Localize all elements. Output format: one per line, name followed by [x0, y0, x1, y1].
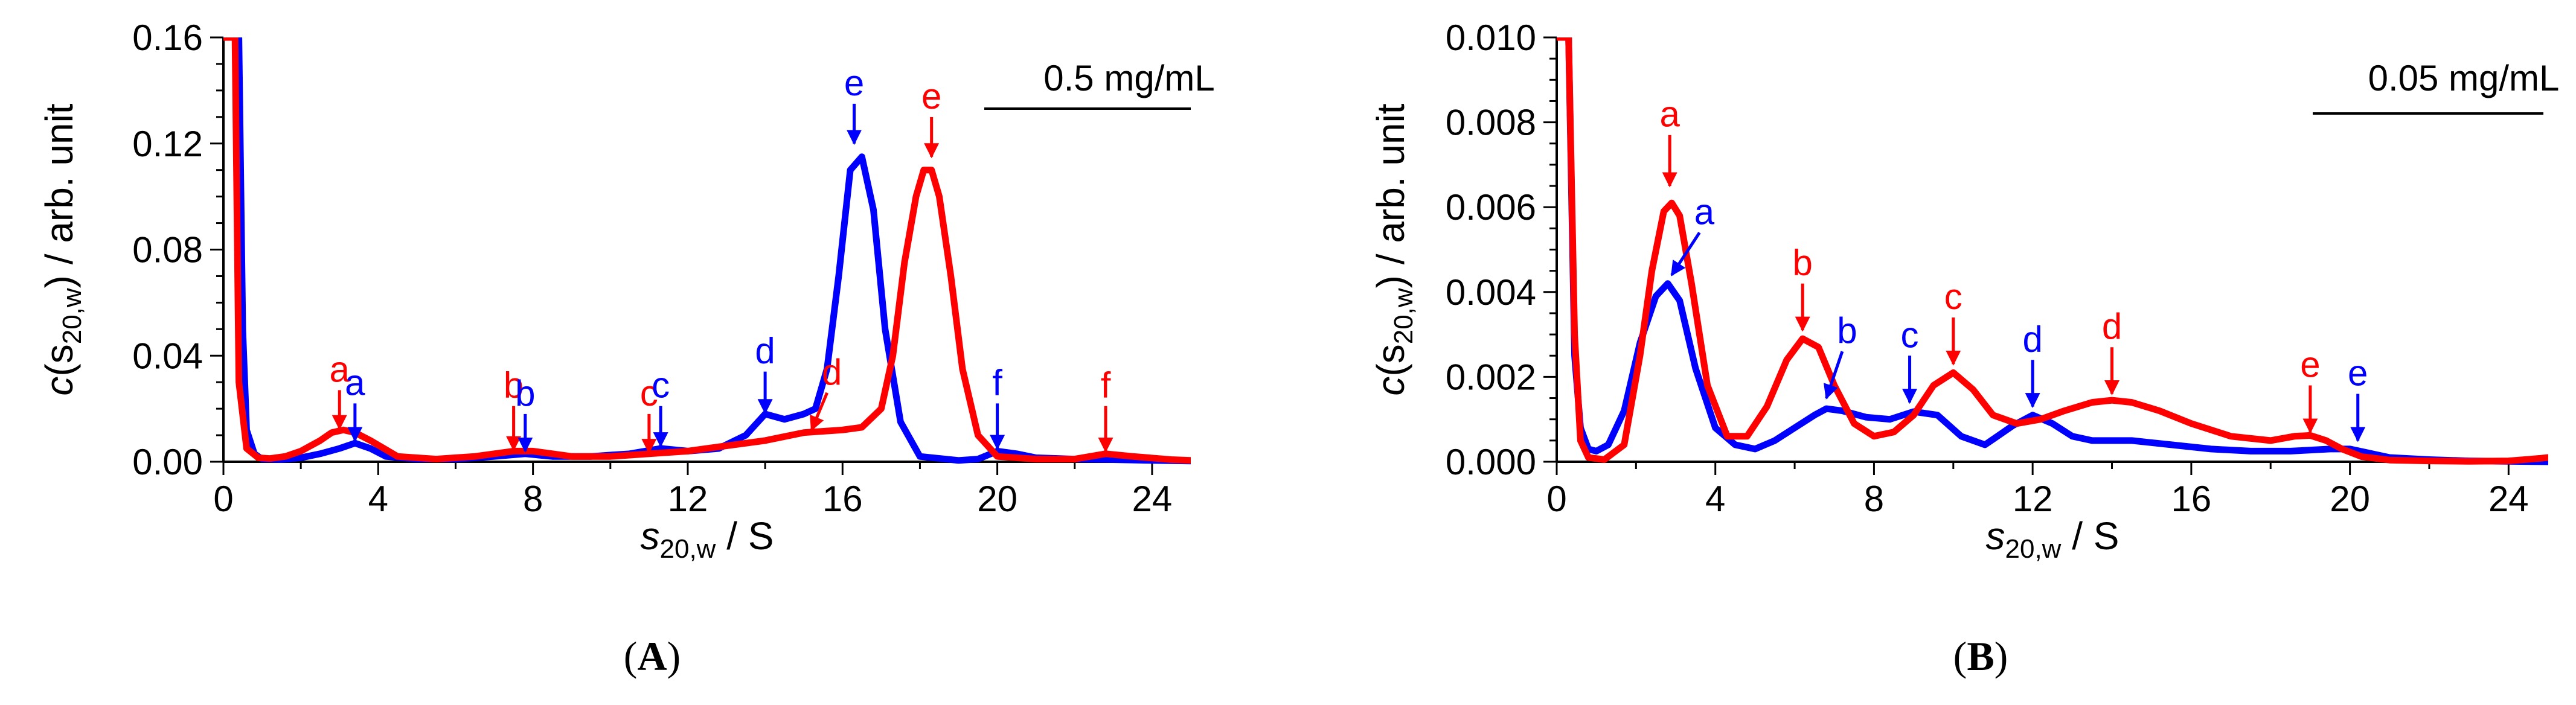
series-line-blue — [223, 37, 1191, 465]
peak-label: d — [822, 352, 842, 392]
peak-label: a — [330, 349, 350, 389]
panel-label: (A) — [624, 633, 681, 679]
y-tick-label: 0.12 — [132, 124, 203, 164]
panel-label: (B) — [1953, 633, 2008, 679]
chart-panel-a: 0.5 mg/mL (A) 0 4 8 12 16 20 24 0.00 0.04 0.08 0.1… — [37, 18, 1215, 679]
peak-label: b — [1837, 310, 1857, 351]
peak-label: a — [345, 362, 365, 403]
peak-label: e — [844, 63, 864, 103]
peak-arrow — [1670, 232, 1701, 276]
peak-label: f — [992, 362, 1002, 403]
peak-label: d — [755, 331, 775, 371]
x-tick-label: 24 — [2488, 479, 2529, 519]
y-tick-label: 0.04 — [132, 336, 203, 376]
x-axis-title: s20,w / S — [641, 514, 774, 564]
panel-label-letter: A — [637, 633, 667, 679]
peak-label: e — [2348, 353, 2368, 394]
peak-label: b — [515, 373, 535, 413]
concentration-label: 0.5 mg/mL — [1043, 58, 1214, 98]
y-tick-label: 0.008 — [1446, 103, 1536, 143]
peak-arrow — [1824, 351, 1844, 400]
x-axis-title: s20,w / S — [1986, 514, 2119, 564]
peak-label: c — [652, 365, 670, 406]
peak-label: c — [640, 373, 658, 413]
x-tick-label: 20 — [2330, 479, 2370, 519]
y-tick-label: 0.006 — [1446, 187, 1536, 228]
x-tick-label: 4 — [1705, 479, 1725, 519]
y-tick-label: 0.010 — [1446, 18, 1536, 58]
x-tick-label: 20 — [977, 479, 1017, 519]
x-tick-label: 4 — [368, 479, 388, 519]
series-line-red — [1557, 37, 2548, 465]
peak-arrow — [810, 392, 828, 432]
x-tick-label: 12 — [2013, 479, 2053, 519]
x-tick-label: 0 — [1546, 479, 1566, 519]
y-axis-title: c(s20,w) / arb. unit — [1369, 103, 1418, 395]
chart-panel-b: 0.05 mg/mL (B) 0 4 8 12 16 20 24 0.000 0.002 0.00… — [1369, 18, 2559, 679]
concentration-label: 0.05 mg/mL — [2368, 58, 2560, 98]
peak-label: e — [2300, 344, 2320, 384]
y-tick-label: 0.00 — [132, 442, 203, 482]
peak-label: d — [2102, 306, 2122, 346]
x-tick-label: 8 — [523, 479, 543, 519]
y-tick-label: 0.16 — [132, 18, 203, 58]
y-tick-label: 0.000 — [1446, 442, 1536, 482]
x-tick-label: 12 — [668, 479, 708, 519]
x-tick-label: 16 — [2171, 479, 2212, 519]
peak-label: a — [1694, 191, 1715, 232]
y-tick-label: 0.004 — [1446, 272, 1536, 313]
series-line-blue — [1557, 37, 2548, 465]
peak-label: a — [1660, 94, 1680, 135]
x-tick-label: 16 — [822, 479, 863, 519]
peak-label: e — [921, 76, 941, 116]
peak-label: b — [504, 365, 524, 406]
panel-label-letter: B — [1967, 633, 1994, 679]
y-axis-title: c(s20,w) / arb. unit — [37, 103, 87, 395]
peak-label: b — [1793, 243, 1813, 283]
x-tick-label: 0 — [213, 479, 233, 519]
peak-label: f — [1101, 365, 1111, 406]
peak-label: c — [1901, 314, 1919, 355]
x-tick-label: 8 — [1864, 479, 1884, 519]
series-line-red — [223, 37, 1191, 464]
x-tick-label: 24 — [1132, 479, 1173, 519]
peak-label: d — [2022, 319, 2042, 359]
y-tick-label: 0.002 — [1446, 357, 1536, 397]
y-tick-label: 0.08 — [132, 230, 203, 270]
peak-label: c — [1944, 276, 1962, 317]
